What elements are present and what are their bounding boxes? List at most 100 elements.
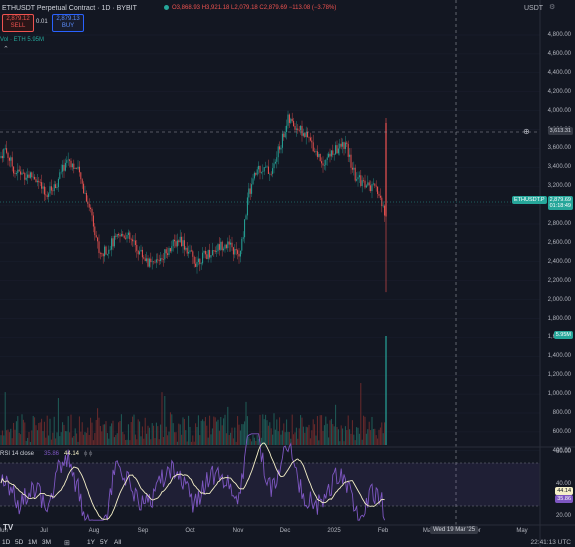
candle-body [323, 165, 325, 166]
volume-bar [4, 392, 6, 445]
volume-bar [309, 438, 311, 445]
candle-body [129, 232, 131, 240]
settings-icon[interactable]: ⚙ [549, 4, 556, 11]
buy-button[interactable]: 2,879.13 BUY [52, 14, 84, 32]
ohlc-values: O3,868.93 H3,921.18 L2,079.18 C2,879.69 … [172, 5, 337, 11]
candle-body [272, 168, 274, 174]
candle-body [378, 193, 380, 196]
add-alert-plus-icon[interactable]: ⊕ [523, 127, 530, 136]
candle-body [370, 185, 372, 191]
candle-body [18, 169, 20, 172]
candle-body [255, 172, 257, 175]
candle-body [274, 161, 276, 164]
date-range-icon[interactable]: ⊞ [64, 540, 70, 547]
volume-bar [340, 425, 342, 445]
timeframe-all[interactable]: All [114, 539, 122, 546]
volume-bar [179, 424, 181, 445]
volume-bar [265, 414, 267, 445]
candle-body [71, 163, 73, 168]
timeframe-1m[interactable]: 1M [28, 539, 38, 546]
volume-bar [181, 434, 183, 445]
volume-bar [157, 426, 159, 445]
volume-bar [63, 424, 65, 445]
volume-bar [269, 422, 271, 445]
volume-bar [125, 440, 127, 445]
price-axis-label: 4,400.00 [547, 69, 571, 76]
candle-body [199, 258, 201, 265]
volume-bar [21, 414, 23, 445]
timeframe-5d[interactable]: 5D [15, 539, 24, 546]
volume-bar [277, 431, 279, 445]
sell-label: SELL [10, 23, 26, 29]
candle-body [4, 148, 6, 149]
volume-bar [111, 423, 113, 445]
volume-bar [35, 425, 37, 445]
volume-bar [245, 401, 247, 445]
volume-bar [336, 426, 338, 445]
candle-body [130, 239, 132, 240]
collapse-legend-icon[interactable]: ⌃ [3, 46, 9, 53]
volume-bar [335, 404, 337, 445]
timeframe-5y[interactable]: 5Y [100, 539, 108, 546]
candle-body [116, 234, 118, 237]
tradingview-logo[interactable]: TV [3, 523, 14, 532]
volume-bar [349, 429, 351, 445]
symbol-title[interactable]: ETHUSDT Perpetual Contract · 1D · BYBIT [2, 5, 137, 12]
crosshair-date-label: Wed 19 Mar '25 [430, 526, 479, 534]
volume-bar [118, 422, 120, 445]
volume-bar [45, 437, 47, 445]
volume-bar [211, 428, 213, 445]
volume-bar [94, 433, 96, 445]
volume-bar [8, 432, 10, 445]
candle-body [307, 132, 309, 138]
currency-label[interactable]: USDT [524, 5, 544, 12]
candle-body [39, 182, 41, 183]
volume-bar [315, 435, 317, 445]
timeframe-1y[interactable]: 1Y [87, 539, 95, 546]
volume-bar [364, 416, 366, 445]
timeframe-1d[interactable]: 1D [2, 539, 11, 546]
volume-bar [248, 436, 250, 445]
sell-button[interactable]: 2,879.12 SELL [2, 14, 34, 32]
candle-body [109, 249, 111, 251]
volume-bar [298, 428, 300, 445]
volume-legend[interactable]: Vol · ETH 5.95M [0, 37, 45, 43]
volume-bar [41, 418, 43, 445]
timeframe-3m[interactable]: 3M [42, 539, 52, 546]
volume-bar [73, 435, 75, 445]
volume-bar [161, 392, 163, 445]
volume-bar [148, 427, 150, 445]
volume-bar [384, 422, 386, 445]
volume-bar [314, 424, 316, 445]
candle-body [27, 174, 29, 178]
candle-body [342, 142, 344, 147]
candle-body [371, 184, 373, 191]
candle-body [218, 244, 220, 250]
volume-bar [332, 424, 334, 445]
candle-body [189, 250, 191, 252]
volume-bar [238, 424, 240, 445]
volume-bar [291, 414, 293, 445]
candle-body [304, 133, 306, 137]
candle-body [363, 180, 365, 181]
volume-bar [357, 427, 359, 445]
volume-bar-last [385, 336, 387, 445]
time-axis-label: Jul [40, 528, 48, 534]
candle-body [224, 244, 226, 249]
price-axis-label: 2,000.00 [547, 296, 571, 303]
rsi-legend-label[interactable]: RSI 14 close [0, 451, 35, 457]
volume-bar [263, 419, 265, 445]
utc-clock[interactable]: 22:41:13 UTC [530, 539, 571, 546]
candle-body [290, 118, 292, 123]
market-open-dot [164, 5, 169, 10]
rsi-legend-icons[interactable]: ϕ ϕ [84, 451, 93, 457]
volume-bar [239, 430, 241, 445]
time-axis-label: Oct [185, 528, 195, 534]
volume-bar [360, 383, 362, 445]
candle-body [357, 177, 359, 180]
volume-bar [87, 427, 89, 445]
volume-bar [25, 440, 27, 445]
candle-body [200, 263, 202, 265]
volume-bar [80, 431, 82, 445]
